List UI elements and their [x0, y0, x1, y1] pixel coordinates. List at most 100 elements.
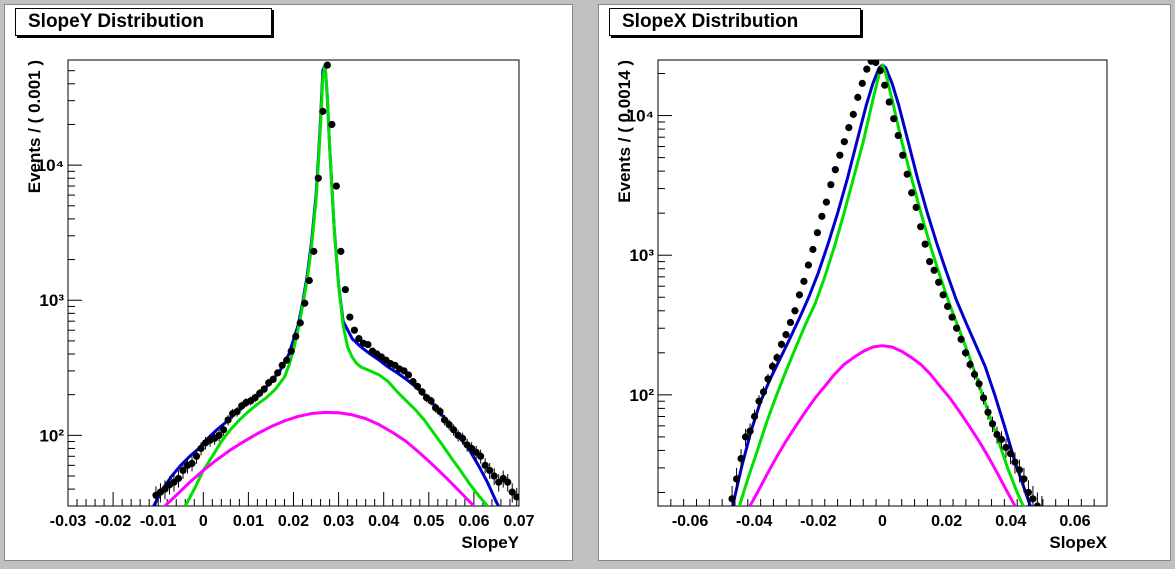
- data-point: [750, 412, 759, 421]
- data-point: [728, 495, 736, 503]
- data-point: [827, 181, 835, 189]
- x-axis-label: SlopeY: [461, 533, 519, 552]
- data-point: [314, 174, 322, 182]
- data-point: [979, 394, 988, 402]
- data-point: [970, 370, 979, 379]
- plot-frame: [67, 59, 520, 507]
- data-point: [508, 488, 516, 496]
- data-point: [413, 382, 422, 391]
- data-point: [319, 107, 327, 115]
- data-point: [1006, 449, 1015, 458]
- data-point: [786, 318, 795, 327]
- data-point: [260, 385, 268, 393]
- data-point: [840, 138, 848, 146]
- x-tick-label: 0.01: [233, 513, 264, 530]
- y-tick-label: 10³: [39, 291, 64, 310]
- data-point: [346, 313, 354, 321]
- y-tick-label: 10³: [629, 246, 654, 265]
- data-point: [274, 369, 282, 377]
- data-point: [323, 61, 331, 69]
- data-point: [1002, 443, 1010, 452]
- data-point: [993, 430, 1001, 439]
- chart-slopex: -0.06 -0.04 -0.02 0 0.02 0.04 0.06 10² 10³ 10⁴ Slo…: [615, 59, 1108, 552]
- title-slopex: SlopeX Distribution: [609, 8, 861, 36]
- fit-curve: [162, 410, 475, 506]
- data-point: [233, 407, 241, 416]
- data-point: [219, 426, 228, 434]
- data-point: [890, 115, 898, 123]
- data-point: [404, 371, 413, 379]
- data-point: [809, 245, 817, 254]
- data-point: [341, 285, 349, 294]
- data-point: [975, 380, 983, 388]
- plot-area: [728, 60, 1045, 513]
- data-point: [894, 131, 902, 140]
- data-point: [746, 427, 754, 435]
- x-tick-label: 0.06: [458, 513, 489, 530]
- data-point: [1024, 488, 1033, 497]
- data-point: [836, 151, 844, 159]
- data-point: [804, 261, 813, 269]
- data-point: [863, 65, 871, 73]
- data-point: [1038, 506, 1045, 513]
- data-point: [876, 66, 884, 75]
- x-tick-label: 0.03: [323, 513, 354, 530]
- y-axis-label: Events / ( 0.0014 ): [615, 60, 634, 203]
- title-slopey: SlopeY Distribution: [15, 8, 272, 36]
- data-point: [287, 347, 295, 355]
- data-point: [179, 466, 187, 475]
- data-point: [997, 435, 1006, 443]
- data-point: [912, 203, 920, 211]
- x-tick-label: -0.06: [672, 513, 709, 530]
- fit-curve: [731, 63, 1032, 506]
- y-tick-label: 10⁴: [37, 156, 64, 175]
- data-point: [737, 454, 745, 463]
- data-point: [337, 247, 345, 255]
- data-point: [854, 93, 862, 101]
- data-point: [885, 98, 893, 106]
- data-point: [732, 475, 741, 483]
- data-point: [481, 461, 489, 469]
- data-point: [445, 421, 453, 429]
- x-tick-label: 0.02: [931, 513, 962, 530]
- data-point: [197, 444, 205, 453]
- y-tick-label: 10²: [39, 426, 64, 445]
- data-point: [251, 394, 259, 402]
- data-point: [486, 466, 494, 475]
- y-tick-label: 10⁴: [627, 107, 654, 126]
- data-point: [328, 120, 336, 129]
- fit-curve: [748, 344, 1017, 506]
- data-point: [215, 431, 223, 439]
- data-point: [192, 452, 201, 460]
- x-tick-label: 0.02: [278, 513, 309, 530]
- x-tick-label: 0.07: [503, 513, 534, 530]
- data-point: [768, 362, 777, 370]
- plot-area: [152, 61, 519, 506]
- data-point: [930, 266, 938, 274]
- data-point: [813, 229, 821, 237]
- data-point: [988, 420, 997, 428]
- x-tick-label: 0: [199, 513, 208, 530]
- x-tick-label: -0.01: [140, 513, 177, 530]
- data-point: [427, 397, 435, 405]
- data-point: [269, 375, 277, 383]
- data-point: [966, 360, 974, 369]
- data-point: [881, 81, 889, 89]
- x-tick-label: -0.02: [95, 513, 132, 530]
- x-tick-label: -0.02: [800, 513, 837, 530]
- data-point: [1020, 475, 1028, 483]
- data-point: [935, 278, 943, 286]
- data-point: [921, 240, 929, 248]
- data-point: [791, 307, 799, 315]
- data-point: [224, 416, 232, 424]
- data-point: [773, 353, 781, 362]
- data-point: [764, 375, 772, 383]
- data-point: [822, 198, 830, 206]
- data-point: [948, 313, 956, 321]
- data-point: [845, 124, 853, 132]
- pad-slopex: -0.06 -0.04 -0.02 0 0.02 0.04 0.06 10² 10³ 10⁴ Slo…: [598, 4, 1171, 561]
- data-point: [944, 302, 952, 310]
- data-point: [952, 324, 961, 332]
- data-point: [355, 335, 363, 343]
- x-tick-label: 0.05: [413, 513, 444, 530]
